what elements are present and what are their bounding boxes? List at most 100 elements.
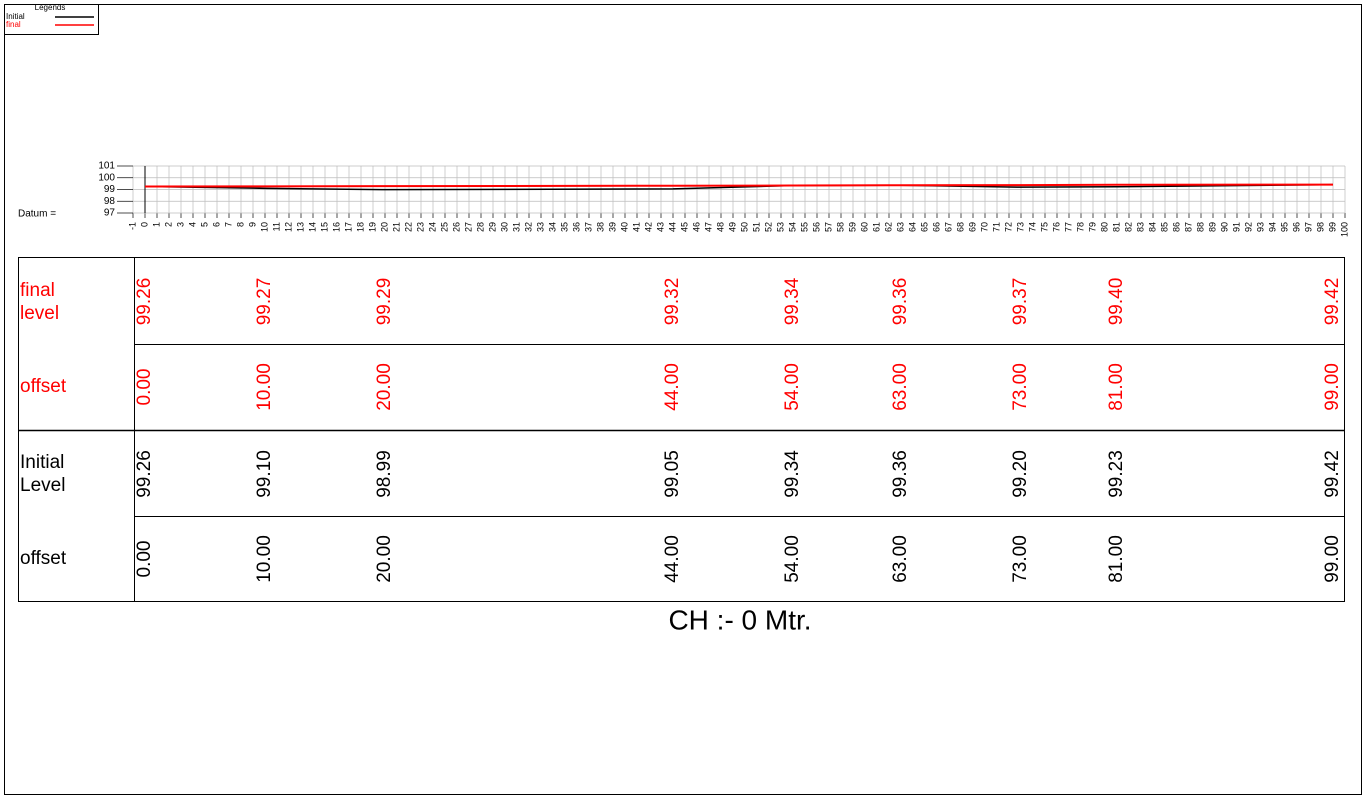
x-tick-label: 73 [1015, 222, 1025, 232]
x-tick-label: 35 [559, 222, 569, 232]
x-tick-label: 0 [139, 222, 149, 227]
x-tick-label: 55 [799, 222, 809, 232]
x-tick-label: 91 [1231, 222, 1241, 232]
level-label: 99.34 [782, 450, 803, 498]
x-tick-label: 53 [775, 222, 785, 232]
level-label: 99.37 [1010, 278, 1031, 326]
level-label: 99.36 [890, 278, 911, 326]
x-tick-label: 65 [919, 222, 929, 232]
x-tick-label: 92 [1243, 222, 1253, 232]
offset-label: 44.00 [662, 535, 683, 583]
x-tick-label: 29 [487, 222, 497, 232]
x-tick-label: 8 [235, 222, 245, 227]
x-tick-label: -1 [127, 222, 137, 230]
level-label: 99.27 [254, 278, 275, 326]
level-label: 99.26 [134, 278, 155, 326]
x-tick-label: 87 [1183, 222, 1193, 232]
x-tick-label: 10 [259, 222, 269, 232]
row-label: final level [20, 279, 60, 324]
row-label: Initial Level [20, 452, 66, 496]
x-tick-label: 7 [223, 222, 233, 227]
table-border [18, 257, 1345, 602]
x-tick-label: 38 [595, 222, 605, 232]
x-tick-label: 18 [355, 222, 365, 232]
x-tick-label: 23 [415, 222, 425, 232]
offset-label: 0.00 [134, 541, 155, 578]
x-tick-label: 6 [211, 222, 221, 227]
x-tick-label: 90 [1219, 222, 1229, 232]
x-tick-label: 31 [511, 222, 521, 232]
x-tick-label: 32 [523, 222, 533, 232]
offset-label: 20.00 [374, 535, 395, 583]
x-tick-label: 64 [907, 222, 917, 232]
x-tick-label: 81 [1111, 222, 1121, 232]
x-tick-label: 98 [1315, 222, 1325, 232]
level-label: 99.29 [374, 278, 395, 326]
x-tick-label: 41 [631, 222, 641, 232]
x-tick-label: 89 [1207, 222, 1217, 232]
y-tick-label: 97 [104, 208, 116, 219]
level-label: 99.32 [662, 278, 683, 326]
offset-label: 10.00 [254, 535, 275, 583]
x-tick-label: 97 [1303, 222, 1313, 232]
x-tick-label: 16 [331, 222, 341, 232]
x-tick-label: 17 [343, 222, 353, 232]
x-tick-label: 40 [619, 222, 629, 232]
offset-label: 44.00 [662, 363, 683, 411]
x-tick-label: 85 [1159, 222, 1169, 232]
page-border [4, 4, 1362, 795]
x-tick-label: 27 [463, 222, 473, 232]
x-tick-label: 50 [739, 222, 749, 232]
level-label: 99.42 [1322, 450, 1343, 498]
x-tick-label: 75 [1039, 222, 1049, 232]
level-label: 99.40 [1106, 278, 1127, 326]
x-tick-label: 19 [367, 222, 377, 232]
level-label: 99.34 [782, 277, 803, 325]
x-tick-label: 34 [547, 222, 557, 232]
x-tick-label: 76 [1051, 222, 1061, 232]
x-tick-label: 21 [391, 222, 401, 232]
offset-label: 99.00 [1322, 363, 1343, 411]
x-tick-label: 54 [787, 222, 797, 232]
x-tick-label: 57 [823, 222, 833, 232]
x-tick-label: 13 [295, 222, 305, 232]
x-tick-label: 66 [931, 222, 941, 232]
x-tick-label: 24 [427, 222, 437, 232]
x-tick-label: 82 [1123, 222, 1133, 232]
level-label: 99.36 [890, 450, 911, 498]
level-label: 99.23 [1106, 450, 1127, 498]
x-tick-label: 11 [271, 222, 281, 231]
x-tick-label: 59 [847, 222, 857, 232]
x-tick-label: 99 [1327, 222, 1337, 232]
offset-label: 10.00 [254, 363, 275, 411]
x-tick-label: 52 [763, 222, 773, 232]
offset-label: 81.00 [1106, 535, 1127, 583]
x-tick-label: 78 [1075, 222, 1085, 232]
x-tick-label: 22 [403, 222, 413, 232]
x-tick-label: 45 [679, 222, 689, 232]
level-label: 99.05 [662, 450, 683, 498]
x-tick-label: 96 [1291, 222, 1301, 232]
x-tick-label: 79 [1087, 222, 1097, 232]
x-tick-label: 74 [1027, 222, 1037, 232]
level-label: 99.20 [1010, 450, 1031, 498]
x-tick-label: 84 [1147, 222, 1157, 232]
legend-label: Initial [6, 12, 25, 21]
x-tick-label: 60 [859, 222, 869, 232]
offset-label: 20.00 [374, 363, 395, 411]
x-tick-label: 2 [163, 222, 173, 227]
x-tick-label: 49 [727, 222, 737, 232]
offset-label: 54.00 [782, 535, 803, 583]
y-tick-label: 99 [104, 184, 116, 195]
x-tick-label: 63 [895, 222, 905, 232]
x-tick-label: 83 [1135, 222, 1145, 232]
level-label: 99.10 [254, 450, 275, 498]
x-tick-label: 36 [571, 222, 581, 232]
x-tick-label: 62 [883, 222, 893, 232]
x-tick-label: 68 [955, 222, 965, 232]
x-tick-label: 94 [1267, 222, 1277, 232]
x-tick-label: 48 [715, 222, 725, 232]
x-tick-label: 26 [451, 222, 461, 232]
